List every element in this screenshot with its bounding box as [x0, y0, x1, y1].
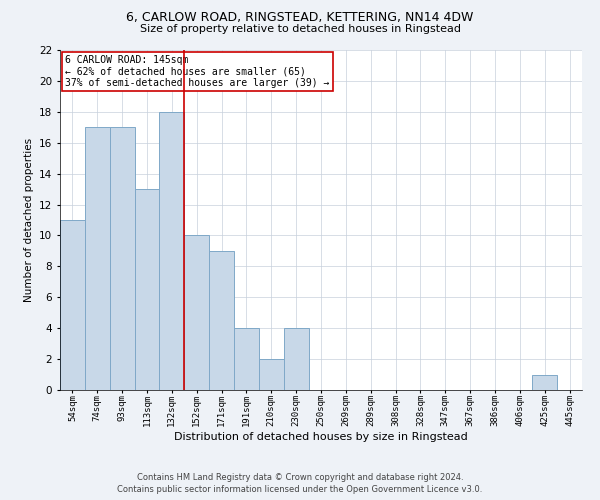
Bar [60, 220, 85, 390]
Text: Size of property relative to detached houses in Ringstead: Size of property relative to detached ho… [139, 24, 461, 34]
Text: 6, CARLOW ROAD, RINGSTEAD, KETTERING, NN14 4DW: 6, CARLOW ROAD, RINGSTEAD, KETTERING, NN… [127, 12, 473, 24]
Bar [209, 251, 234, 390]
Text: 6 CARLOW ROAD: 145sqm
← 62% of detached houses are smaller (65)
37% of semi-deta: 6 CARLOW ROAD: 145sqm ← 62% of detached … [65, 55, 329, 88]
Bar [234, 328, 259, 390]
Bar [184, 236, 209, 390]
Bar [160, 112, 184, 390]
Bar [85, 128, 110, 390]
X-axis label: Distribution of detached houses by size in Ringstead: Distribution of detached houses by size … [174, 432, 468, 442]
Text: Contains HM Land Registry data © Crown copyright and database right 2024.
Contai: Contains HM Land Registry data © Crown c… [118, 472, 482, 494]
Bar [110, 128, 134, 390]
Bar [134, 189, 160, 390]
Y-axis label: Number of detached properties: Number of detached properties [23, 138, 34, 302]
Bar [259, 359, 284, 390]
Bar [284, 328, 308, 390]
Bar [532, 374, 557, 390]
